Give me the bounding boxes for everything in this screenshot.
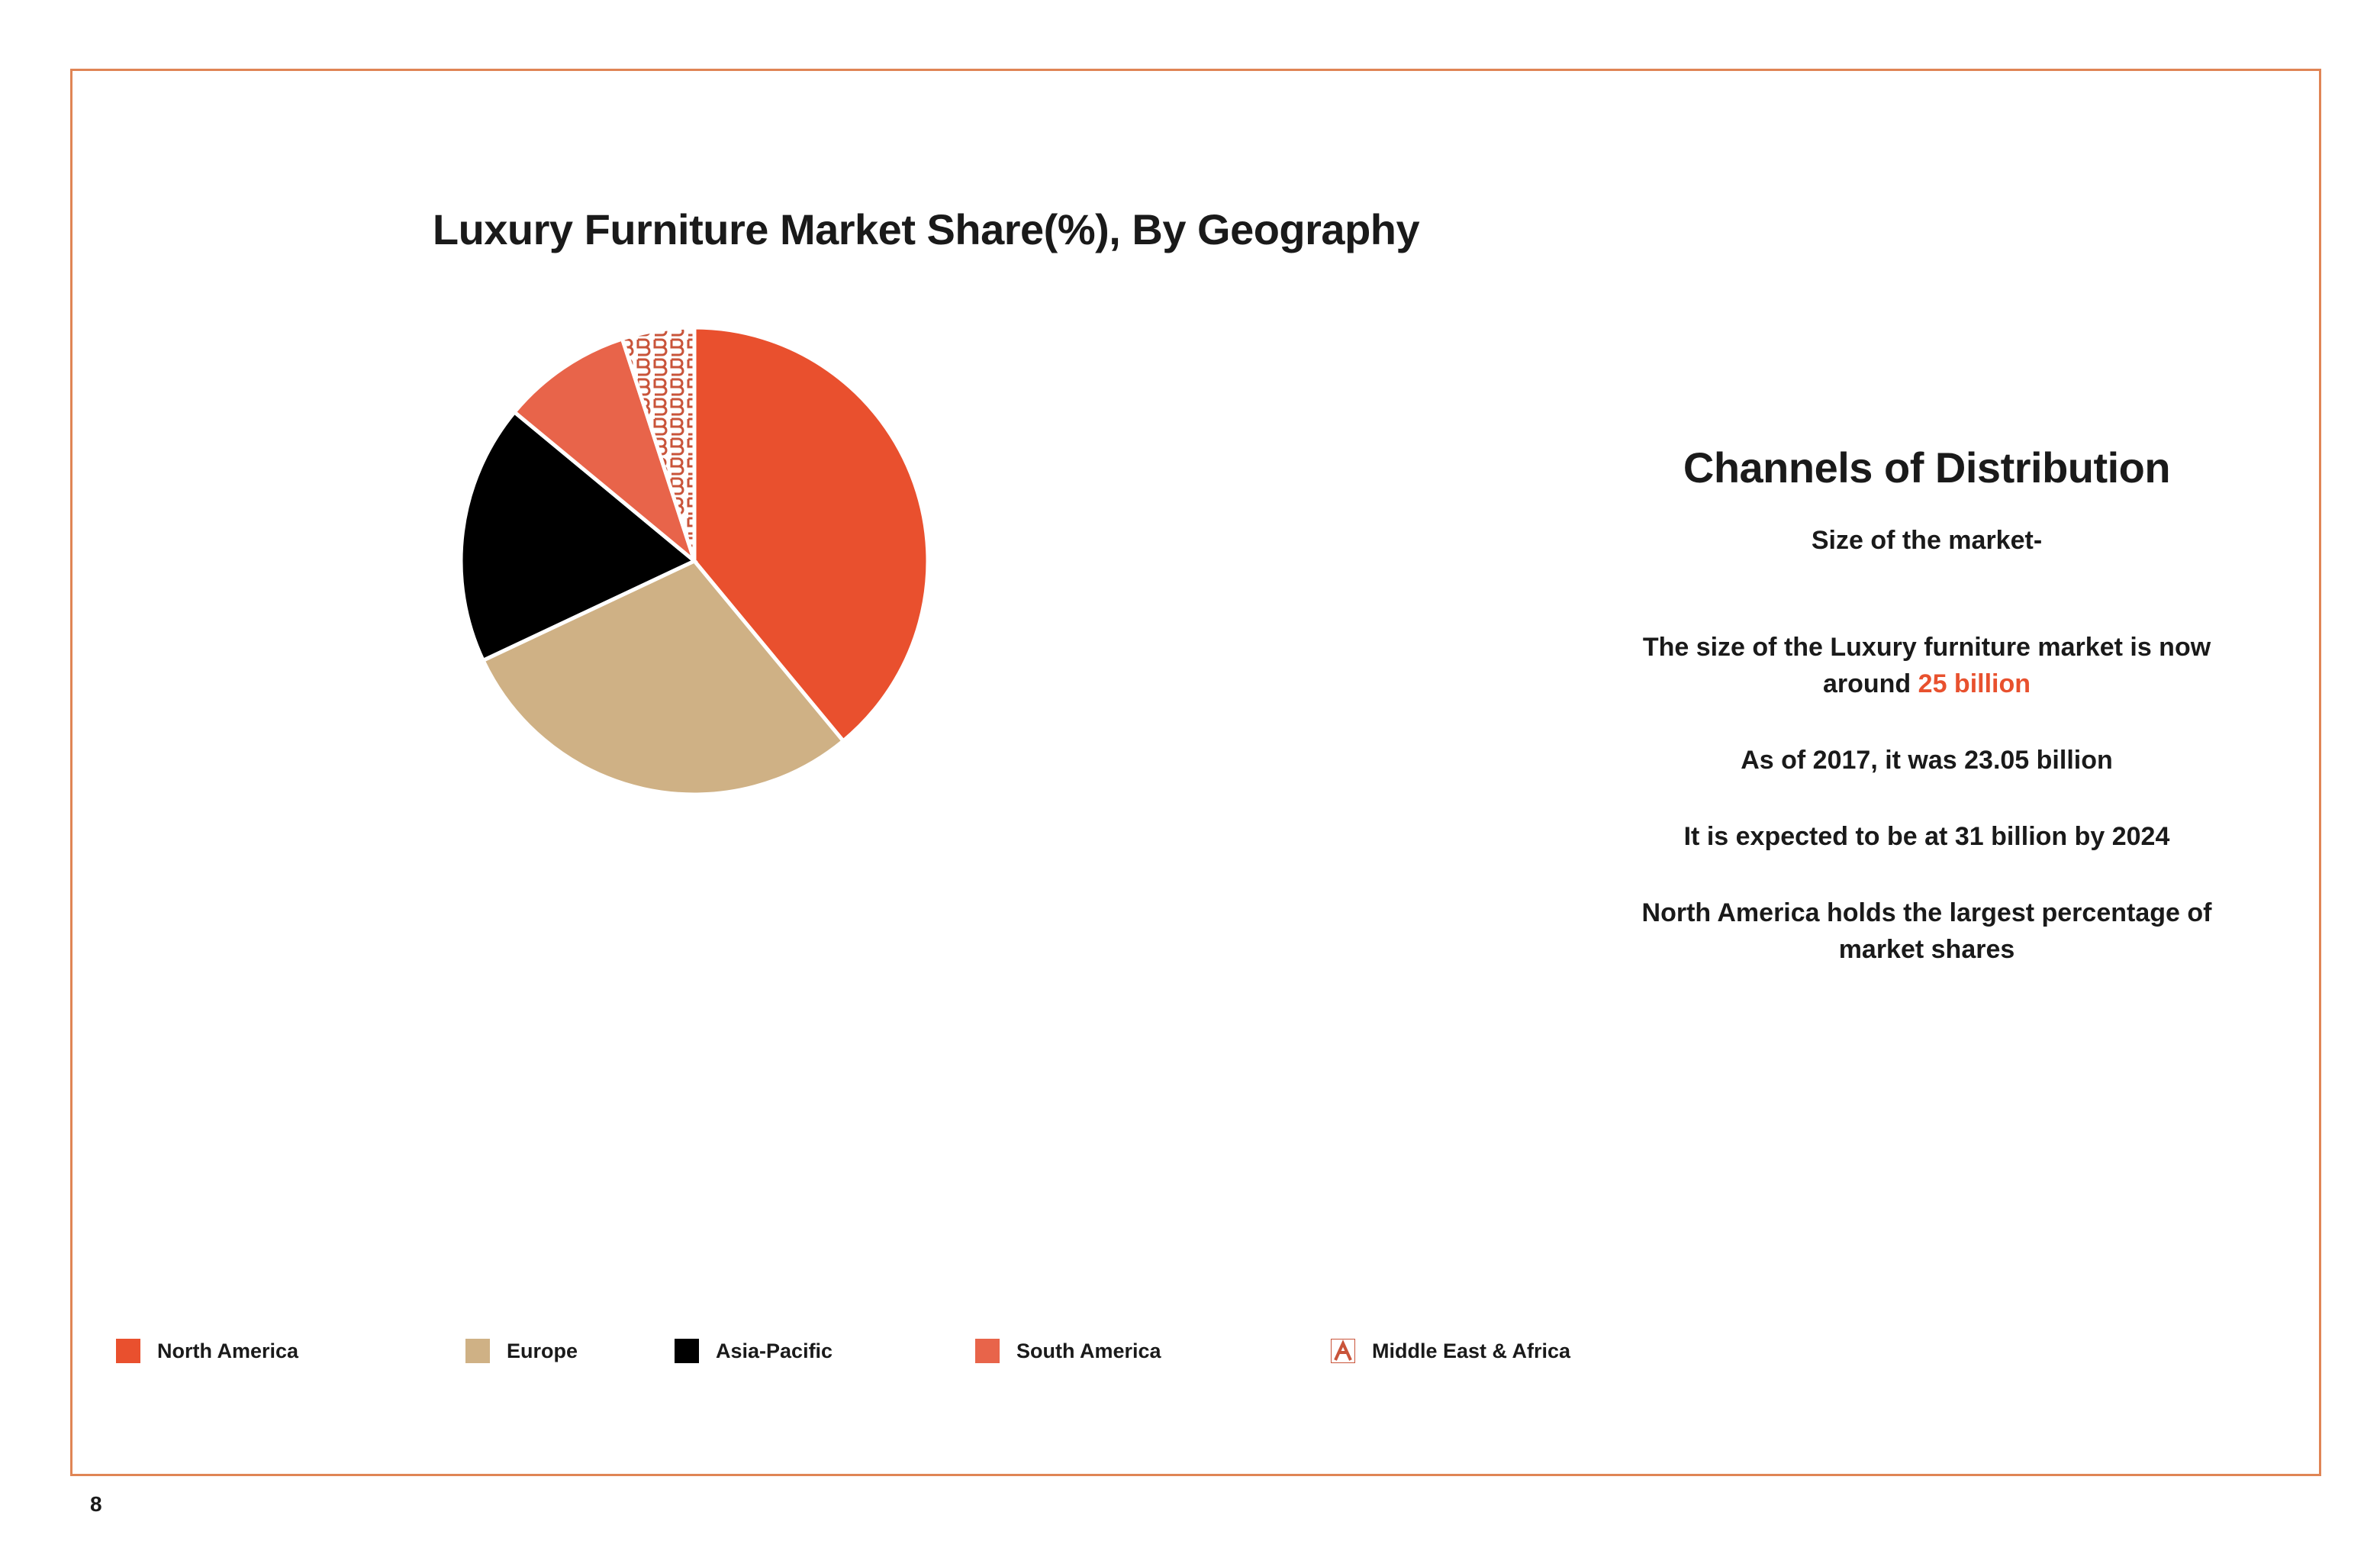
- legend-swatch-north-america: [116, 1339, 140, 1363]
- legend-item-europe: Europe: [465, 1334, 578, 1368]
- legend-label: South America: [1016, 1339, 1161, 1362]
- side-panel: Channels of Distribution Size of the mar…: [1602, 443, 2251, 1007]
- market-2017-text: As of 2017, it was 23.05 billion: [1741, 746, 2113, 775]
- legend-label: Middle East & Africa: [1372, 1339, 1571, 1362]
- market-leader-text: North America holds the largest percenta…: [1641, 898, 2212, 964]
- legend-item-asia-pacific: Asia-Pacific: [675, 1334, 833, 1368]
- side-subheading: Size of the market-: [1811, 526, 2043, 555]
- legend-label: Asia-Pacific: [716, 1339, 833, 1362]
- page-number: 8: [90, 1492, 102, 1516]
- legend-swatch-middle-east-africa: [1331, 1339, 1355, 1363]
- pie-slice-middle-east-africa: [620, 325, 697, 562]
- pie-slice-asia-pacific: [459, 409, 698, 663]
- market-size-text: The size of the Luxury furniture market …: [1602, 629, 2251, 702]
- legend-swatch-europe: [465, 1339, 490, 1363]
- market-size-prefix: The size of the Luxury furniture market …: [1642, 633, 2211, 698]
- chart-legend: North America Europe Asia-Pacific South …: [0, 1334, 1679, 1368]
- legend-swatch-south-america: [975, 1339, 1000, 1363]
- legend-label: Europe: [507, 1339, 578, 1362]
- slide-frame: [70, 69, 2321, 1476]
- pie-slice-north-america: [692, 325, 930, 744]
- legend-label: North America: [157, 1339, 299, 1362]
- side-heading: Channels of Distribution: [1683, 443, 2171, 492]
- legend-item-south-america: South America: [975, 1334, 1161, 1368]
- chart-title: Luxury Furniture Market Share(%), By Geo…: [432, 205, 1420, 253]
- market-2024-text: It is expected to be at 31 billion by 20…: [1683, 822, 2170, 851]
- legend-swatch-asia-pacific: [675, 1339, 699, 1363]
- legend-item-north-america: North America: [116, 1334, 298, 1368]
- legend-item-middle-east-africa: Middle East & Africa: [1331, 1334, 1570, 1368]
- pie-chart: [459, 325, 930, 797]
- market-size-highlight: 25 billion: [1918, 669, 2031, 698]
- pie-slice-south-america: [511, 336, 699, 567]
